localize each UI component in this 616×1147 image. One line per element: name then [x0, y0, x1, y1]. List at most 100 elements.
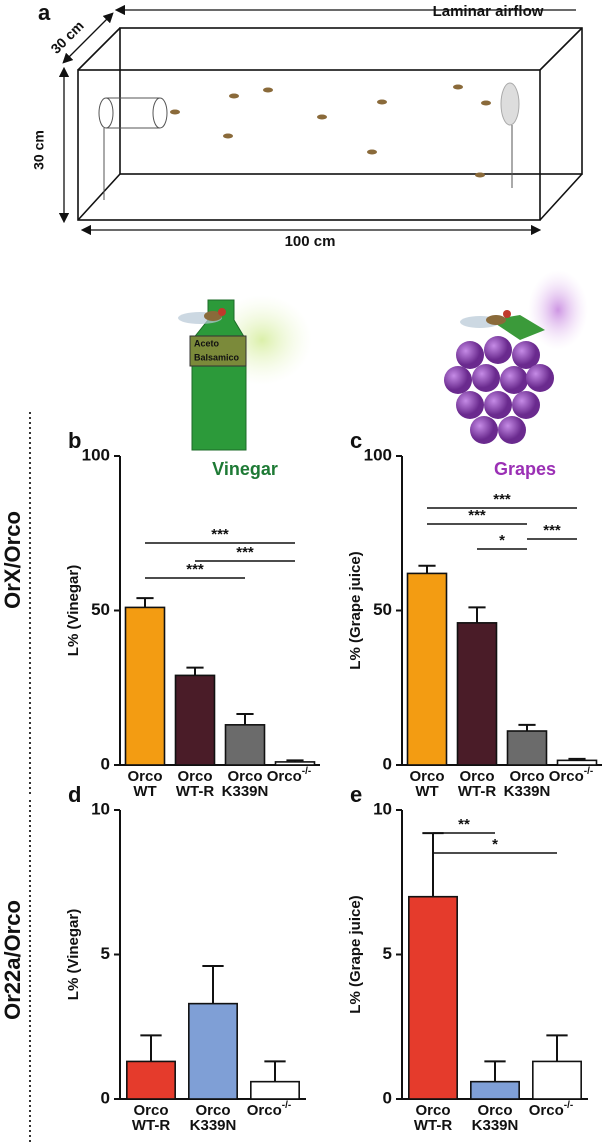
significance-label: *: [492, 836, 498, 853]
panel-label: d: [68, 782, 81, 807]
x-tick-label: Orco-/-: [529, 1100, 573, 1119]
chart-title: Grapes: [494, 459, 556, 479]
error-bar: [202, 965, 224, 1004]
x-tick-label-line: WT-R: [176, 783, 214, 800]
x-tick-label-line: Orco: [267, 768, 302, 785]
error-bar: [418, 564, 436, 574]
x-tick-label-line: K339N: [504, 783, 551, 800]
bottle-label: Balsamico: [194, 352, 240, 362]
bar: [470, 1080, 520, 1100]
x-tick-label-line: Orco: [477, 1102, 512, 1119]
x-tick-label-line: Orco: [133, 1102, 168, 1119]
height-label: 30 cm: [31, 130, 47, 170]
y-axis-label: L% (Vinegar): [65, 909, 82, 1000]
error-bar: [140, 1034, 162, 1062]
airflow-label: Laminar airflow: [433, 3, 544, 20]
x-tick-label-line: Orco: [127, 768, 162, 785]
y-tick-label: 10: [373, 799, 392, 818]
bar: [406, 572, 448, 766]
y-axis-label: L% (Grape juice): [347, 895, 364, 1013]
x-tick-label: Orco WT: [127, 768, 162, 800]
y-tick-label: 5: [101, 944, 110, 963]
x-tick-label-line: WT: [133, 783, 156, 800]
bar: [188, 1002, 238, 1100]
significance-label: ***: [493, 491, 511, 508]
y-tick-label: 0: [101, 1088, 110, 1107]
error-bar: [484, 1060, 506, 1082]
x-tick-label-line: Orco: [409, 768, 444, 785]
significance-label: **: [458, 816, 470, 833]
x-tick-label-sup: -/-: [282, 1100, 291, 1111]
x-tick-label-sup: -/-: [564, 1100, 573, 1111]
error-bar: [568, 757, 586, 761]
error-bar: [422, 832, 444, 897]
x-tick-label-line: WT: [415, 783, 438, 800]
x-tick-label: Orco WT-R: [176, 768, 214, 800]
error-bar: [264, 1060, 286, 1082]
x-tick-label-line: K339N: [190, 1117, 237, 1134]
y-axis-label: L% (Grape juice): [347, 551, 364, 669]
error-bar: [236, 713, 254, 725]
x-tick-label: Orco-/-: [247, 1100, 291, 1119]
y-tick-label: 50: [373, 600, 392, 619]
x-tick-label-line: WT-R: [132, 1117, 170, 1134]
error-bar: [186, 666, 204, 676]
bar: [556, 759, 598, 766]
x-tick-label-line: Orco: [247, 1102, 282, 1119]
significance-label: ***: [468, 507, 486, 524]
length-label: 100 cm: [285, 233, 336, 250]
error-bar: [136, 597, 154, 608]
panel-label: a: [38, 0, 51, 25]
x-tick-label-line: Orco: [529, 1102, 564, 1119]
x-tick-label: Orco K339N: [472, 1102, 519, 1134]
error-bar: [546, 1034, 568, 1062]
y-tick-label: 50: [91, 600, 110, 619]
error-bar: [518, 723, 536, 732]
x-tick-label: Orco WT: [409, 768, 444, 800]
significance-label: ***: [211, 526, 229, 543]
x-tick-label-line: Orco: [415, 1102, 450, 1119]
x-tick-label-sup: -/-: [302, 766, 311, 777]
x-tick-label-line: Orco: [177, 768, 212, 785]
vinegar-bottle: Aceto Balsamico: [178, 295, 312, 451]
y-tick-label: 100: [364, 445, 392, 464]
x-tick-label-line: WT-R: [458, 783, 496, 800]
x-tick-label-line: Orco: [549, 768, 584, 785]
x-tick-label: Orco K339N: [504, 768, 551, 800]
error-bar: [286, 759, 304, 762]
row-label: OrX/Orco: [0, 511, 25, 609]
x-tick-label-line: WT-R: [414, 1117, 452, 1134]
significance-label: ***: [236, 544, 254, 561]
x-tick-label: Orco WT-R: [458, 768, 496, 800]
x-tick-label-line: Orco: [195, 1102, 230, 1119]
bar: [506, 730, 548, 766]
bar: [126, 1060, 176, 1100]
significance-label: ***: [186, 561, 204, 578]
x-tick-label: Orco WT-R: [132, 1102, 170, 1134]
x-tick-label: Orco WT-R: [414, 1102, 452, 1134]
x-tick-label-line: K339N: [472, 1117, 519, 1134]
x-tick-label-line: Orco: [227, 768, 262, 785]
x-tick-label-line: Orco: [459, 768, 494, 785]
row-label: Or22a/Orco: [0, 900, 25, 1020]
wind-tunnel: a Laminar airflow 30 cm 30 cm 100 cm: [31, 0, 583, 250]
chart-title: Vinegar: [212, 459, 278, 479]
bar: [224, 724, 266, 766]
grapes: [444, 270, 588, 444]
y-tick-label: 0: [383, 754, 392, 773]
y-tick-label: 10: [91, 799, 110, 818]
bottle-label: Aceto: [194, 338, 220, 348]
error-bar: [468, 606, 486, 623]
bar: [532, 1060, 582, 1100]
x-tick-label: Orco-/-: [549, 766, 593, 785]
x-tick-label-line: K339N: [222, 783, 269, 800]
y-tick-label: 0: [101, 754, 110, 773]
y-tick-label: 0: [383, 1088, 392, 1107]
bar: [124, 606, 166, 766]
x-tick-label: Orco K339N: [190, 1102, 237, 1134]
significance-label: *: [499, 532, 505, 549]
x-tick-label-sup: -/-: [584, 766, 593, 777]
bar: [274, 761, 316, 766]
panel-label: e: [350, 782, 362, 807]
